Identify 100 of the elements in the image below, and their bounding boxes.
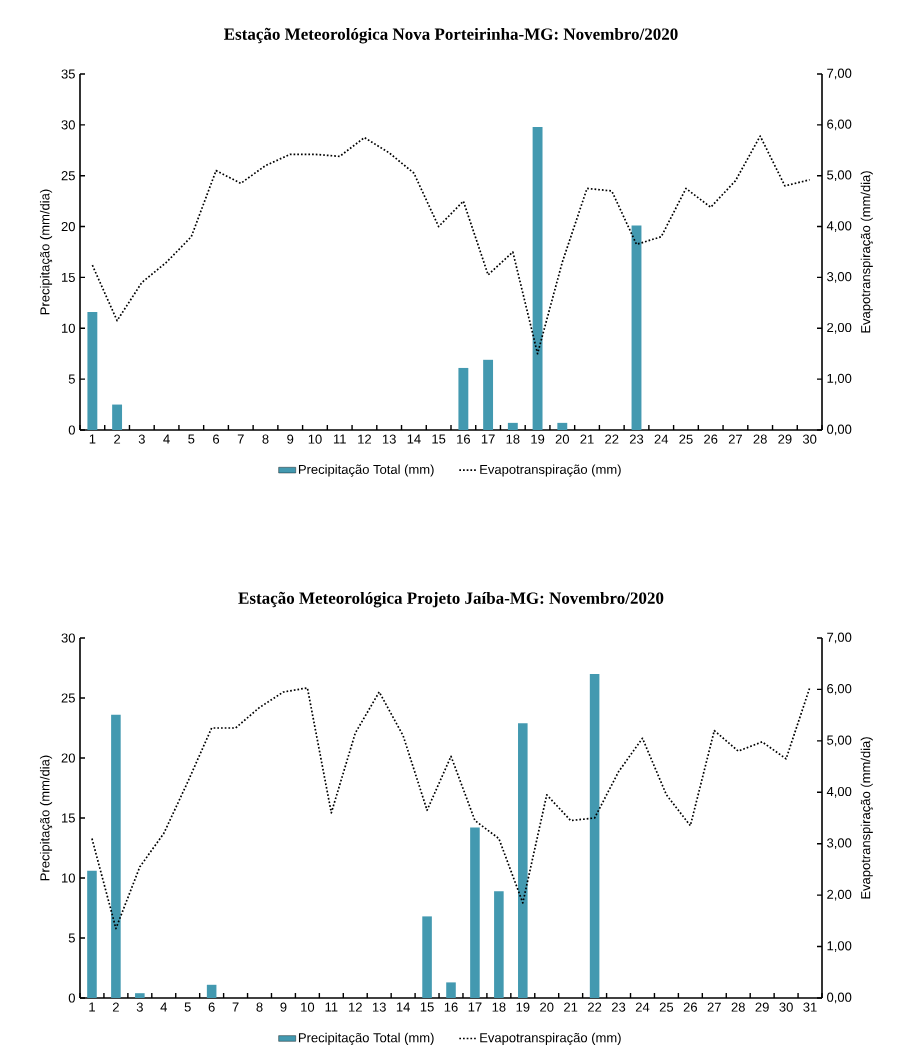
x-tick-label: 15 (432, 434, 446, 444)
y-tick-label: 10 (61, 873, 75, 883)
x-tick-label: 17 (468, 1002, 482, 1012)
x-tick-label: 2 (112, 1002, 119, 1012)
bar (87, 312, 98, 430)
x-tick-label: 28 (753, 434, 767, 444)
x-tick-label: 8 (256, 1002, 263, 1012)
y-tick-label: 0 (68, 993, 75, 1003)
x-tick-label: 30 (802, 434, 817, 444)
x-tick-label: 11 (333, 434, 346, 444)
y2-tick-label: 6,00 (827, 119, 852, 131)
y2-tick-label: 3,00 (827, 838, 852, 850)
x-tick-label: 26 (704, 434, 718, 444)
chart-title: Estação Meteorológica Projeto Jaíba-MG: Novembro/2020 (238, 591, 664, 608)
x-tick-label: 20 (555, 434, 570, 444)
x-tick-label: 5 (188, 434, 195, 444)
x-tick-label: 12 (349, 1002, 362, 1012)
x-tick-label: 16 (457, 434, 471, 444)
y-tick-label: 20 (61, 753, 75, 763)
y2-tick-label: 7,00 (827, 68, 852, 80)
bar (87, 870, 97, 998)
x-tick-label: 28 (731, 1002, 745, 1012)
y2-axis-title: Evapotranspiração (mm/dia) (860, 171, 873, 333)
y2-tick-label: 2,00 (827, 889, 852, 901)
y-tick-label: 15 (61, 813, 75, 823)
legend-label: Evapotranspiração (mm) (480, 1032, 621, 1045)
y-tick-label: 25 (61, 171, 75, 181)
bar (589, 673, 600, 998)
y2-axis-title: Evapotranspiração (mm/dia) (860, 737, 873, 899)
bar (111, 714, 121, 998)
y2-tick-label: 0,00 (827, 992, 852, 1004)
x-tick-label: 21 (564, 1002, 578, 1012)
x-tick-label: 29 (755, 1002, 769, 1012)
x-tick-label: 27 (707, 1002, 721, 1012)
x-tick-label: 9 (280, 1002, 287, 1012)
x-tick-label: 24 (654, 434, 669, 444)
y-tick-label: 10 (61, 323, 75, 333)
bar (483, 359, 494, 430)
x-tick-label: 21 (580, 434, 594, 444)
y2-tick-label: 1,00 (827, 941, 852, 952)
y2-tick-label: 5,00 (827, 170, 852, 182)
x-tick-label: 13 (372, 1002, 386, 1012)
x-tick-label: 14 (407, 434, 421, 444)
x-tick-label: 8 (262, 434, 269, 444)
y2-tick-label: 4,00 (826, 786, 852, 798)
x-tick-label: 31 (803, 1002, 817, 1012)
y-tick-label: 15 (61, 272, 75, 282)
x-tick-label: 17 (481, 434, 495, 444)
x-tick-label: 3 (138, 434, 145, 444)
x-tick-label: 10 (301, 1002, 315, 1012)
x-tick-label: 16 (444, 1002, 458, 1012)
y2-tick-label: 2,00 (827, 322, 852, 334)
x-tick-label: 20 (540, 1002, 554, 1012)
x-tick-label: 13 (382, 434, 396, 444)
bar (507, 422, 518, 430)
x-tick-label: 30 (779, 1002, 793, 1012)
x-tick-label: 24 (635, 1002, 650, 1012)
bar (557, 422, 568, 430)
bar (446, 982, 456, 998)
y2-tick-label: 0,00 (827, 424, 852, 436)
y2-tick-label: 6,00 (827, 684, 852, 695)
y-axis-title: Precipitação (mm/dia) (39, 755, 53, 881)
bar (518, 723, 528, 998)
y-tick-label: 0 (68, 425, 75, 435)
bar (112, 404, 123, 430)
x-tick-label: 18 (492, 1002, 506, 1012)
x-tick-label: 7 (237, 434, 244, 444)
y-tick-label: 30 (61, 120, 75, 130)
x-tick-label: 2 (114, 434, 121, 444)
x-tick-label: 25 (659, 1002, 674, 1012)
y2-tick-label: 5,00 (827, 735, 852, 747)
x-tick-label: 25 (679, 434, 693, 444)
x-tick-label: 6 (208, 1002, 215, 1012)
x-tick-label: 5 (184, 1002, 191, 1012)
bar (470, 827, 480, 998)
y-tick-label: 20 (61, 221, 75, 232)
x-tick-label: 19 (516, 1002, 530, 1012)
x-tick-label: 9 (287, 434, 294, 444)
bar (206, 984, 217, 998)
line-series (91, 135, 811, 355)
y2-tick-label: 1,00 (827, 373, 852, 385)
legend-label: Precipitação Total (mm) (298, 464, 434, 477)
chart-title: Estação Meteorológica Nova Porteirinha-MG: Novembro/2020 (224, 27, 678, 44)
x-tick-label: 3 (136, 1002, 143, 1012)
x-tick-label: 10 (308, 434, 322, 444)
x-tick-label: 27 (728, 434, 743, 444)
x-tick-label: 6 (213, 434, 220, 444)
x-tick-label: 14 (396, 1002, 410, 1012)
x-tick-label: 4 (163, 434, 170, 444)
x-tick-label: 19 (531, 434, 545, 444)
x-tick-label: 4 (160, 1002, 168, 1012)
bar (135, 993, 145, 998)
legend-label: Precipitação Total (mm) (298, 1032, 434, 1045)
y2-tick-label: 3,00 (827, 272, 852, 283)
bar (494, 891, 504, 998)
x-tick-label: 7 (232, 1002, 239, 1012)
x-tick-label: 18 (506, 434, 520, 444)
legend-label: Evapotranspiração (mm) (480, 464, 621, 477)
bar (458, 367, 469, 430)
x-tick-label: 22 (588, 1002, 602, 1012)
